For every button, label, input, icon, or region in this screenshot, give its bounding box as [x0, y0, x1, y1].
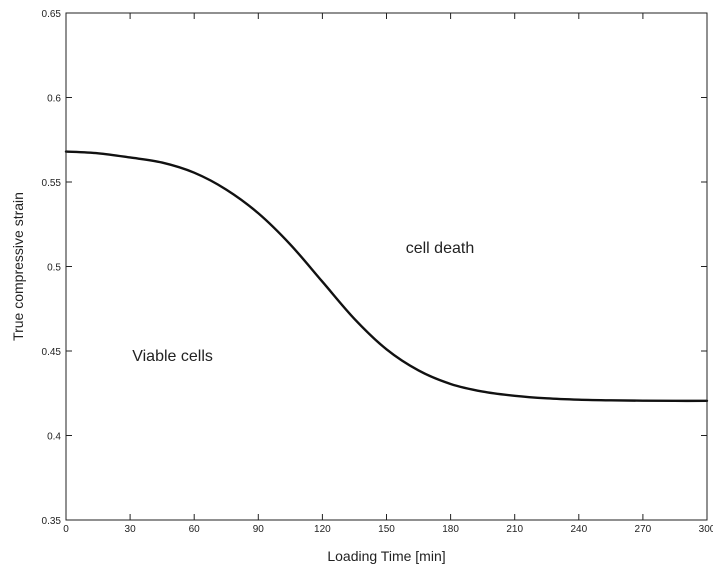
- y-axis-title: True compressive strain: [10, 192, 26, 341]
- y-tick-label: 0.6: [47, 94, 61, 105]
- y-tick-label: 0.45: [42, 347, 62, 358]
- x-tick-label: 90: [253, 524, 265, 535]
- tick-labels: 0 30 60 90 120 150 180 210 240 270 300 0.35 0.4 0.45 0…: [42, 9, 713, 535]
- x-tick-label: 180: [442, 524, 459, 535]
- x-tick-label: 60: [189, 524, 201, 535]
- plot-area-frame: [65, 12, 708, 521]
- axis-ticks: [65, 12, 708, 521]
- annotation-viable-cells: Viable cells: [132, 348, 213, 365]
- x-tick-label: 30: [125, 524, 137, 535]
- x-axis-title: Loading Time [min]: [327, 548, 445, 564]
- x-tick-label: 270: [635, 524, 652, 535]
- x-tick-label: 300: [699, 524, 713, 535]
- y-tick-label: 0.4: [47, 432, 61, 443]
- x-tick-label: 0: [63, 524, 69, 535]
- x-tick-label: 240: [570, 524, 587, 535]
- x-tick-label: 120: [314, 524, 331, 535]
- x-tick-label: 150: [378, 524, 395, 535]
- x-tick-label: 210: [506, 524, 523, 535]
- y-tick-label: 0.35: [42, 516, 62, 527]
- annotation-cell-death: cell death: [406, 240, 475, 257]
- y-tick-label: 0.5: [47, 263, 61, 274]
- y-tick-label: 0.65: [42, 9, 62, 20]
- series-line: [64, 150, 709, 403]
- y-tick-label: 0.55: [42, 178, 62, 189]
